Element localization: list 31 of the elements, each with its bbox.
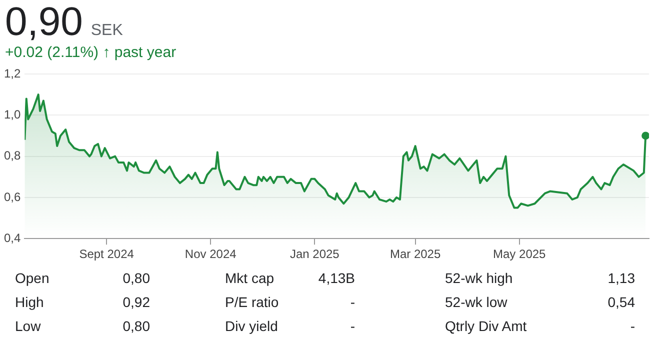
text: 0,54 [608,294,635,310]
chart-title: 0,90 [5,0,83,44]
text: High [15,294,44,310]
text: - [350,294,355,310]
text: Open [15,270,50,286]
text: 4,13B [318,270,355,286]
x-tick-label: Nov 2024 [184,247,237,262]
text: Low [15,318,41,334]
text: 0,92 [122,294,150,310]
text: +0.02 (2.11%) ↑ past year [5,44,176,61]
text: - [630,318,635,334]
chart-subtitle: SEK [90,22,123,39]
text: 1,13 [608,270,635,286]
text: 0,80 [122,270,150,286]
y-tick-label: 0,8 [4,148,21,163]
x-tick-label: May 2025 [493,247,546,262]
y-tick-label: 0,4 [4,230,21,245]
y-tick-label: 1,0 [4,107,21,122]
text: P/E ratio [225,294,279,310]
x-tick-label: Mar 2025 [390,247,441,262]
text: - [350,318,355,334]
x-tick-label: Jan 2025 [290,247,340,262]
x-tick-label: Sept 2024 [79,247,134,262]
text: 0,80 [122,318,150,334]
text: Qtrly Div Amt [445,318,527,334]
text: 52-wk low [445,294,508,310]
y-tick-label: 0,6 [4,190,21,204]
text: Div yield [225,318,278,334]
y-tick-label: 1,2 [4,66,21,80]
text: Mkt cap [225,270,274,286]
text: 52-wk high [445,270,513,286]
